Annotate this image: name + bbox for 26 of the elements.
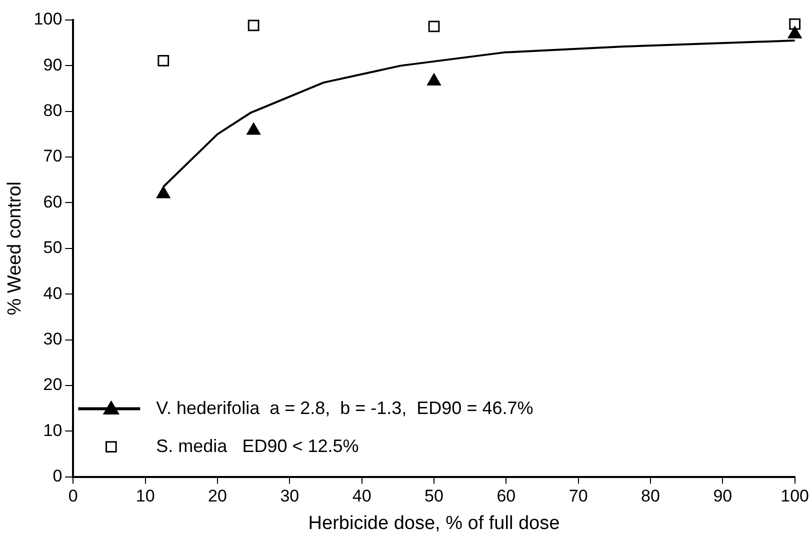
y-tick-label: 30 — [43, 329, 62, 348]
y-tick-label: 20 — [43, 375, 62, 394]
x-tick-label: 90 — [713, 486, 732, 506]
x-tick-label: 10 — [136, 486, 155, 506]
y-tick-label: 90 — [43, 55, 62, 74]
x-axis-title: Herbicide dose, % of full dose — [308, 512, 560, 534]
x-tick-label: 20 — [208, 486, 227, 506]
legend-label: V. hederifolia a = 2.8, b = -1.3, ED90 = 46.7% — [156, 398, 534, 418]
y-axis-title: % Weed control — [4, 182, 26, 316]
x-tick-label: 70 — [568, 486, 588, 506]
y-tick-label: 70 — [43, 146, 62, 166]
y-tick-label: 100 — [34, 10, 62, 29]
x-tick-label: 60 — [496, 486, 516, 506]
y-tick-label: 10 — [43, 420, 62, 440]
x-tick-label: 50 — [424, 486, 444, 506]
legend-label: S. media ED90 < 12.5% — [156, 436, 359, 456]
x-tick-label: 40 — [352, 486, 372, 506]
y-tick-label: 80 — [43, 101, 62, 120]
y-tick-label: 60 — [43, 192, 62, 212]
y-tick-label: 40 — [43, 284, 62, 303]
x-tick-label: 100 — [780, 486, 810, 506]
y-tick-label: 50 — [43, 238, 62, 258]
y-tick-label: 0 — [52, 466, 62, 486]
x-tick-label: 80 — [641, 486, 660, 506]
x-tick-label: 0 — [68, 486, 78, 506]
x-tick-label: 30 — [280, 486, 300, 506]
